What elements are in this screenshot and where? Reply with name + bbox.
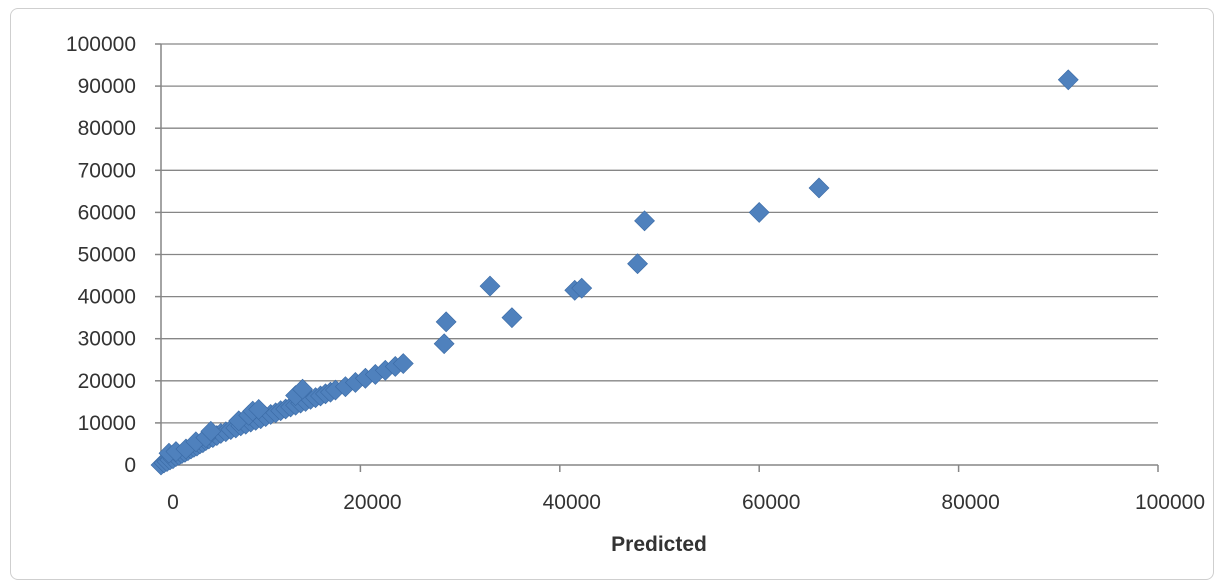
y-tick-label: 40000 bbox=[78, 286, 136, 309]
data-point bbox=[433, 333, 455, 355]
data-point bbox=[748, 201, 770, 223]
y-tick-label: 100000 bbox=[66, 33, 136, 56]
chart-frame bbox=[10, 8, 1214, 580]
x-tick-label: 40000 bbox=[543, 491, 601, 514]
y-tick-label: 70000 bbox=[78, 159, 136, 182]
y-tick-label: 50000 bbox=[78, 244, 136, 267]
data-point bbox=[627, 253, 648, 275]
data-point bbox=[435, 311, 457, 333]
data-point bbox=[392, 353, 414, 374]
y-tick-label: 30000 bbox=[78, 328, 136, 351]
data-point bbox=[571, 277, 593, 299]
y-tick-label: 0 bbox=[124, 454, 136, 477]
x-tick-label: 60000 bbox=[742, 491, 800, 514]
data-point bbox=[634, 210, 655, 232]
y-tick-label: 10000 bbox=[78, 412, 136, 435]
x-tick-label: 20000 bbox=[343, 491, 401, 514]
y-tick-label: 20000 bbox=[78, 370, 136, 393]
data-point bbox=[292, 378, 313, 400]
y-tick-label: 60000 bbox=[78, 201, 136, 224]
data-point bbox=[479, 275, 501, 297]
data-point bbox=[1057, 69, 1079, 91]
data-point bbox=[200, 420, 222, 442]
y-tick-label: 80000 bbox=[78, 117, 136, 140]
data-points bbox=[150, 69, 1079, 476]
x-tick-label: 100000 bbox=[1135, 491, 1205, 514]
data-point bbox=[248, 399, 270, 420]
data-point bbox=[501, 307, 523, 329]
x-tick-label: 0 bbox=[167, 491, 179, 514]
x-axis-title: Predicted bbox=[611, 533, 707, 556]
gridlines bbox=[161, 43, 1158, 424]
x-tick-labels: 0 20000 40000 60000 80000 100000 bbox=[167, 491, 1205, 514]
data-point bbox=[808, 177, 830, 199]
x-tick-label: 80000 bbox=[941, 491, 999, 514]
y-tick-label: 90000 bbox=[78, 75, 136, 98]
y-tick-labels: 0 10000 20000 30000 40000 50000 60000 70000 8000… bbox=[66, 33, 136, 477]
